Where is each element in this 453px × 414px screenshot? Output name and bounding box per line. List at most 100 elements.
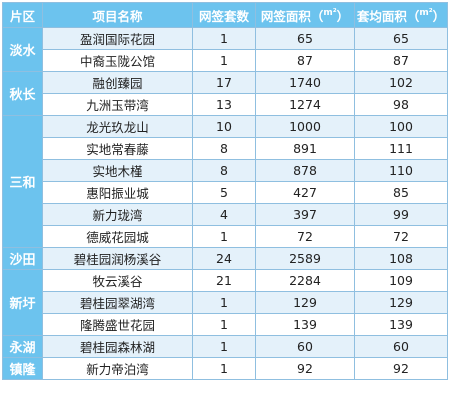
area-cell: 139: [255, 313, 355, 336]
avg-area-cell: 87: [354, 49, 448, 72]
district-cell: 秋长: [2, 71, 43, 116]
header-project-name: 项目名称: [42, 2, 193, 28]
table-row: 实地木槿 8 878 110: [3, 159, 448, 182]
project-name-cell: 新力珑湾: [42, 203, 193, 226]
units-cell: 1: [192, 357, 256, 380]
header-signed-units: 网签套数: [192, 2, 256, 28]
avg-area-cell: 98: [354, 93, 448, 116]
units-cell: 1: [192, 27, 256, 50]
table-row: 碧桂园翠湖湾 1 129 129: [3, 291, 448, 314]
district-cell: 镇隆: [2, 357, 43, 380]
project-name-cell: 新力帝泊湾: [42, 357, 193, 380]
avg-area-cell: 109: [354, 269, 448, 292]
area-cell: 2589: [255, 247, 355, 270]
project-name-cell: 惠阳振业城: [42, 181, 193, 204]
area-cell: 92: [255, 357, 355, 380]
units-cell: 24: [192, 247, 256, 270]
units-cell: 10: [192, 115, 256, 138]
avg-area-cell: 100: [354, 115, 448, 138]
units-cell: 5: [192, 181, 256, 204]
units-cell: 1: [192, 335, 256, 358]
project-name-cell: 盈润国际花园: [42, 27, 193, 50]
project-name-cell: 融创臻园: [42, 71, 193, 94]
area-cell: 1274: [255, 93, 355, 116]
header-district: 片区: [2, 2, 43, 28]
area-cell: 1740: [255, 71, 355, 94]
area-cell: 427: [255, 181, 355, 204]
units-cell: 1: [192, 49, 256, 72]
project-name-cell: 龙光玖龙山: [42, 115, 193, 138]
avg-area-cell: 85: [354, 181, 448, 204]
project-name-cell: 碧桂园翠湖湾: [42, 291, 193, 314]
avg-area-cell: 110: [354, 159, 448, 182]
avg-area-cell: 139: [354, 313, 448, 336]
area-cell: 87: [255, 49, 355, 72]
project-name-cell: 牧云溪谷: [42, 269, 193, 292]
units-cell: 21: [192, 269, 256, 292]
units-cell: 8: [192, 137, 256, 160]
district-cell: 三和: [2, 115, 43, 248]
avg-area-cell: 92: [354, 357, 448, 380]
area-cell: 891: [255, 137, 355, 160]
project-name-cell: 碧桂园森林湖: [42, 335, 193, 358]
m2-unit-icon: m²: [323, 8, 337, 19]
table-row: 镇隆 新力帝泊湾 1 92 92: [2, 357, 448, 380]
units-cell: 13: [192, 93, 256, 116]
units-cell: 1: [192, 291, 256, 314]
header-signed-area: 网签面积（m²）: [255, 2, 355, 28]
units-cell: 1: [192, 225, 256, 248]
area-cell: 60: [255, 335, 355, 358]
units-cell: 17: [192, 71, 256, 94]
units-cell: 1: [192, 313, 256, 336]
table-row: 淡水 盈润国际花园 1 65 65: [2, 27, 448, 72]
table-row: 秋长 融创臻园 17 1740 102: [2, 71, 448, 116]
avg-area-cell: 72: [354, 225, 448, 248]
area-cell: 397: [255, 203, 355, 226]
avg-area-cell: 108: [354, 247, 448, 270]
table-row: 九洲玉带湾 13 1274 98: [3, 93, 448, 116]
project-name-cell: 实地木槿: [42, 159, 193, 182]
project-name-cell: 碧桂园润杨溪谷: [42, 247, 193, 270]
district-cell: 新圩: [2, 269, 43, 336]
project-name-cell: 中裔玉陇公馆: [42, 49, 193, 72]
sales-table-container: 片区 项目名称 网签套数 网签面积（m²） 套均面积（m²） 淡水 盈润国际花园…: [2, 2, 448, 380]
sales-table: 片区 项目名称 网签套数 网签面积（m²） 套均面积（m²） 淡水 盈润国际花园…: [2, 2, 448, 380]
project-name-cell: 九洲玉带湾: [42, 93, 193, 116]
table-row: 隆腾盛世花园 1 139 139: [3, 313, 448, 336]
units-cell: 8: [192, 159, 256, 182]
table-row: 实地常春藤 8 891 111: [3, 137, 448, 160]
table-row: 新力珑湾 4 397 99: [3, 203, 448, 226]
table-row: 惠阳振业城 5 427 85: [3, 181, 448, 204]
avg-area-cell: 65: [354, 27, 448, 50]
area-cell: 1000: [255, 115, 355, 138]
avg-area-cell: 102: [354, 71, 448, 94]
header-avg-area-suffix: ）: [432, 8, 446, 24]
table-row: 新圩 牧云溪谷 21 2284 109: [2, 269, 448, 336]
m2-unit-icon: m²: [419, 8, 433, 19]
avg-area-cell: 111: [354, 137, 448, 160]
table-row: 德威花园城 1 72 72: [3, 225, 448, 248]
area-cell: 72: [255, 225, 355, 248]
header-signed-area-label: 网签面积（: [260, 8, 324, 24]
table-row: 沙田 碧桂园润杨溪谷 24 2589 108: [2, 247, 448, 270]
avg-area-cell: 129: [354, 291, 448, 314]
area-cell: 2284: [255, 269, 355, 292]
district-cell: 沙田: [2, 247, 43, 270]
area-cell: 878: [255, 159, 355, 182]
table-row: 中裔玉陇公馆 1 87 87: [3, 49, 448, 72]
avg-area-cell: 99: [354, 203, 448, 226]
units-cell: 4: [192, 203, 256, 226]
table-row: 三和 龙光玖龙山 10 1000 100: [2, 115, 448, 248]
header-avg-area-label: 套均面积（: [356, 8, 420, 24]
table-header-row: 片区 项目名称 网签套数 网签面积（m²） 套均面积（m²）: [2, 2, 448, 28]
district-cell: 淡水: [2, 27, 43, 72]
avg-area-cell: 60: [354, 335, 448, 358]
project-name-cell: 实地常春藤: [42, 137, 193, 160]
area-cell: 129: [255, 291, 355, 314]
table-row: 永湖 碧桂园森林湖 1 60 60: [2, 335, 448, 358]
area-cell: 65: [255, 27, 355, 50]
header-avg-area: 套均面积（m²）: [354, 2, 448, 28]
project-name-cell: 隆腾盛世花园: [42, 313, 193, 336]
header-signed-area-suffix: ）: [336, 8, 350, 24]
district-cell: 永湖: [2, 335, 43, 358]
